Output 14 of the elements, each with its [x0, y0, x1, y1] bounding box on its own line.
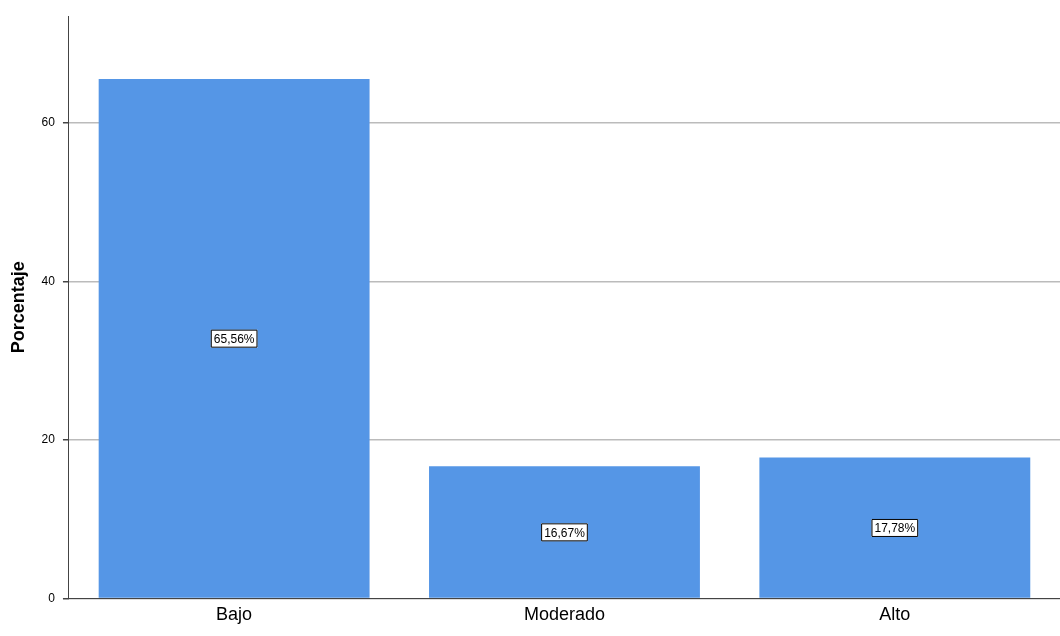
data-label: 17,78%: [874, 521, 916, 536]
bar: [759, 457, 1031, 598]
bar: [98, 78, 370, 598]
data-label: 65,56%: [213, 331, 255, 346]
bar: [429, 466, 700, 598]
data-label: 16,67%: [544, 525, 586, 540]
x-tick-label: Moderado: [523, 604, 606, 625]
x-tick-label: Alto: [879, 604, 911, 625]
y-tick-label: 20: [41, 432, 56, 447]
y-axis-title: Porcentaje: [7, 261, 28, 354]
x-tick-label: Bajo: [216, 604, 253, 625]
y-tick-label: 60: [41, 115, 56, 130]
y-tick-label: 0: [48, 590, 56, 605]
y-tick-label: 40: [41, 273, 56, 288]
